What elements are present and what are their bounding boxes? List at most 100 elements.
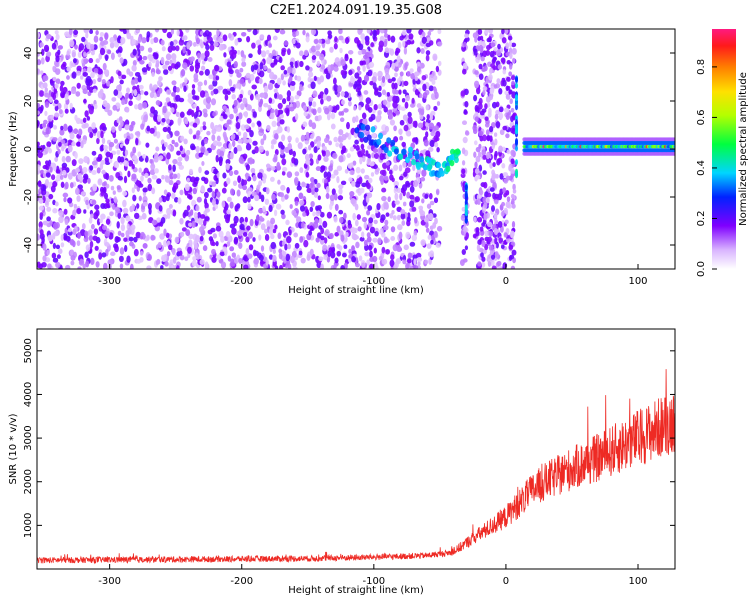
spectrogram-point xyxy=(424,259,429,265)
spectrogram-point xyxy=(203,79,208,86)
spectrogram-point xyxy=(217,37,224,44)
spectrogram-point xyxy=(487,236,492,243)
spectrogram-point xyxy=(385,248,390,255)
spectrogram-point xyxy=(326,211,333,219)
spectrogram-point xyxy=(128,160,134,167)
spectrogram-point xyxy=(266,110,271,117)
spectrogram-point xyxy=(102,100,108,108)
spectrogram-point xyxy=(258,254,264,261)
spectrogram-point xyxy=(259,70,265,78)
spectrogram-point xyxy=(44,200,49,206)
spectrogram-point xyxy=(58,209,64,217)
spectrogram-point xyxy=(37,102,40,108)
spectrogram-point xyxy=(485,49,491,56)
spectrogram-point xyxy=(188,233,194,240)
spectrogram-point xyxy=(330,123,336,130)
spectrogram-point xyxy=(288,148,293,156)
spectrogram-point xyxy=(146,125,151,132)
spectrogram-point xyxy=(313,191,319,198)
spectrogram-point xyxy=(392,215,397,221)
spectrogram-point xyxy=(274,224,278,230)
spectrogram-point xyxy=(193,242,198,250)
spectrogram-point xyxy=(476,244,481,252)
spectrogram-point xyxy=(249,130,254,138)
spectrogram-point xyxy=(475,229,480,237)
spectrogram-point xyxy=(247,196,251,203)
spectrogram-point xyxy=(245,164,251,171)
spectrogram-point xyxy=(490,63,496,68)
spectrogram-point xyxy=(310,133,314,140)
spectrogram-point xyxy=(124,244,128,253)
spectrogram-point xyxy=(435,65,440,73)
spectrogram-point xyxy=(292,266,298,269)
spectrogram-point xyxy=(122,145,126,152)
spectrogram-point xyxy=(105,218,111,225)
spectrogram-point xyxy=(356,214,361,220)
spectrogram-point xyxy=(394,72,398,78)
spectrogram-point xyxy=(330,251,336,259)
spectrogram-point xyxy=(402,259,407,265)
spectrogram-point xyxy=(503,232,508,238)
spectrogram-point xyxy=(405,262,410,269)
spectrogram-point xyxy=(82,166,88,174)
spectrogram-point xyxy=(72,209,77,217)
spectrogram-point xyxy=(228,79,233,87)
spectrogram-point xyxy=(263,133,267,141)
spectrogram-point xyxy=(309,182,314,189)
spectrogram-point xyxy=(362,155,366,163)
spectrogram-point xyxy=(104,230,110,237)
spectrogram-point xyxy=(505,175,511,181)
spectrogram-point xyxy=(281,158,287,166)
spectrogram-point xyxy=(498,88,503,95)
spectrogram-point xyxy=(80,191,86,196)
spectrogram-point xyxy=(266,124,271,132)
spectrogram-point xyxy=(232,139,236,148)
colorbar-tick-label: 0.6 xyxy=(696,109,707,125)
spectrogram-point xyxy=(358,255,363,262)
spectrogram-point xyxy=(38,221,43,229)
spectrogram-point xyxy=(299,205,306,212)
spectrogram-point xyxy=(411,137,417,143)
spectrogram-point xyxy=(229,246,235,252)
spectrogram-point xyxy=(104,242,110,247)
spectrogram-point xyxy=(473,48,478,56)
spectrogram-point xyxy=(416,61,421,67)
spectrogram-point xyxy=(203,35,207,43)
spectrogram-point xyxy=(144,172,149,179)
spectrogram-point xyxy=(83,122,89,129)
spectrogram-point xyxy=(252,140,258,146)
spectrogram-point xyxy=(420,47,425,55)
spectrogram-point xyxy=(421,169,427,177)
spectrogram-point xyxy=(381,187,387,193)
spectrogram-point xyxy=(272,248,276,255)
spectrogram-point xyxy=(404,62,408,70)
spectrogram-point xyxy=(322,244,328,252)
spectrogram-point xyxy=(81,36,86,43)
colorbar-tick-label: 0.2 xyxy=(696,211,707,227)
spectrogram-point xyxy=(221,187,227,194)
spectrogram-point xyxy=(278,252,283,260)
spectrogram-point xyxy=(433,87,438,95)
spectrogram-point xyxy=(52,163,57,172)
spectrogram-point xyxy=(152,84,158,90)
spectrogram-point xyxy=(367,145,372,150)
spectrogram-point xyxy=(78,158,84,165)
spectrogram-point xyxy=(486,135,490,141)
spectrogram-point xyxy=(234,38,239,46)
spectrogram-point xyxy=(309,206,314,212)
spectrogram-point xyxy=(210,90,214,96)
spectrogram-point xyxy=(274,265,279,269)
spectrogram-point xyxy=(299,167,304,174)
spectrogram-point xyxy=(474,104,479,112)
spectrogram-point xyxy=(493,132,498,137)
spectrogram-point xyxy=(166,133,171,140)
spectrogram-point xyxy=(273,153,278,162)
spectrogram-point xyxy=(196,196,202,203)
spectrogram-point xyxy=(379,153,385,161)
spectrogram-point xyxy=(510,107,515,113)
spectrogram-point xyxy=(461,249,466,255)
spectrogram-point xyxy=(464,33,470,39)
spectrogram-point xyxy=(323,68,329,75)
spectrogram-point xyxy=(239,93,243,99)
